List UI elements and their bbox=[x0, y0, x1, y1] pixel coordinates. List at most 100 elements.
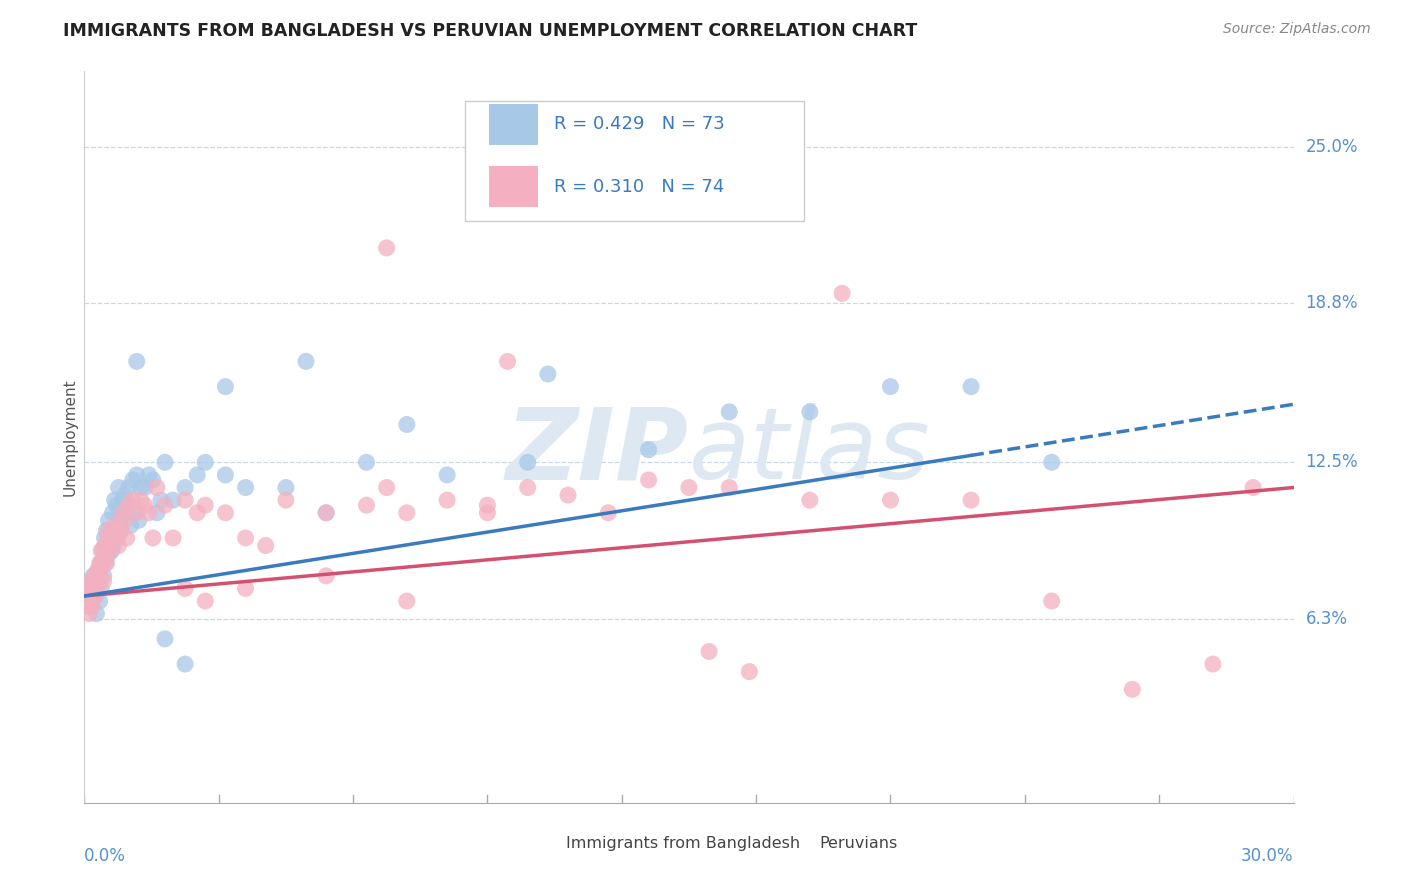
Point bbox=[104, 518, 127, 533]
Point bbox=[174, 657, 197, 671]
Point bbox=[104, 524, 127, 538]
Point bbox=[557, 488, 579, 502]
Point bbox=[960, 493, 983, 508]
Point bbox=[194, 498, 217, 512]
Point bbox=[96, 524, 118, 538]
Text: 30.0%: 30.0% bbox=[1241, 847, 1294, 864]
Point bbox=[516, 481, 538, 495]
Point bbox=[100, 543, 122, 558]
Point bbox=[375, 481, 398, 495]
Point bbox=[879, 493, 901, 508]
Point bbox=[799, 405, 821, 419]
Point bbox=[87, 574, 110, 588]
Point bbox=[83, 582, 105, 596]
Point bbox=[138, 467, 160, 482]
FancyBboxPatch shape bbox=[489, 167, 538, 207]
Point bbox=[235, 481, 257, 495]
Point bbox=[90, 582, 112, 596]
Point bbox=[80, 574, 103, 588]
Point bbox=[125, 467, 148, 482]
Point bbox=[254, 539, 277, 553]
Point bbox=[537, 367, 560, 381]
Point bbox=[162, 493, 184, 508]
Point bbox=[960, 379, 983, 393]
Point bbox=[129, 493, 152, 508]
Point bbox=[799, 493, 821, 508]
Point bbox=[93, 574, 115, 588]
Point bbox=[718, 405, 741, 419]
Point bbox=[94, 556, 117, 570]
Point bbox=[112, 506, 135, 520]
Text: 0.0%: 0.0% bbox=[84, 847, 127, 864]
Point bbox=[395, 594, 418, 608]
Point bbox=[142, 473, 165, 487]
Point bbox=[93, 539, 115, 553]
Point bbox=[89, 556, 111, 570]
Point bbox=[637, 442, 659, 457]
Point bbox=[115, 531, 138, 545]
Point bbox=[89, 556, 111, 570]
Point bbox=[91, 556, 114, 570]
Point bbox=[356, 455, 378, 469]
Point bbox=[214, 467, 236, 482]
Point bbox=[82, 586, 104, 600]
Point bbox=[76, 594, 98, 608]
FancyBboxPatch shape bbox=[465, 101, 804, 221]
Point bbox=[831, 286, 853, 301]
Point bbox=[86, 564, 108, 578]
Point bbox=[637, 473, 659, 487]
Point bbox=[104, 493, 127, 508]
Point bbox=[107, 539, 129, 553]
Point bbox=[107, 481, 129, 495]
Point bbox=[477, 506, 499, 520]
Point bbox=[118, 481, 141, 495]
Point bbox=[75, 594, 97, 608]
Point bbox=[97, 531, 120, 545]
Point bbox=[142, 531, 165, 545]
Point bbox=[1040, 594, 1063, 608]
Point bbox=[82, 582, 104, 596]
Point bbox=[97, 549, 120, 563]
Point bbox=[235, 582, 257, 596]
Point bbox=[134, 498, 156, 512]
Point bbox=[86, 607, 108, 621]
Text: R = 0.429   N = 73: R = 0.429 N = 73 bbox=[554, 115, 724, 134]
Point bbox=[274, 493, 297, 508]
Point bbox=[174, 481, 197, 495]
Point bbox=[77, 582, 100, 596]
Point bbox=[93, 569, 115, 583]
Point bbox=[118, 498, 141, 512]
Point bbox=[274, 481, 297, 495]
Point bbox=[111, 506, 134, 520]
Y-axis label: Unemployment: Unemployment bbox=[62, 378, 77, 496]
Point bbox=[153, 455, 176, 469]
Point bbox=[108, 513, 131, 527]
Text: IMMIGRANTS FROM BANGLADESH VS PERUVIAN UNEMPLOYMENT CORRELATION CHART: IMMIGRANTS FROM BANGLADESH VS PERUVIAN U… bbox=[63, 22, 918, 40]
FancyBboxPatch shape bbox=[489, 104, 538, 145]
Text: Peruvians: Peruvians bbox=[820, 837, 898, 851]
Point bbox=[110, 524, 132, 538]
Point bbox=[101, 531, 124, 545]
Text: atlas: atlas bbox=[689, 403, 931, 500]
Text: 12.5%: 12.5% bbox=[1306, 453, 1358, 471]
Point bbox=[598, 506, 620, 520]
Point bbox=[114, 488, 136, 502]
Point bbox=[395, 417, 418, 432]
Point bbox=[82, 569, 104, 583]
Point bbox=[315, 506, 337, 520]
Point bbox=[697, 644, 720, 658]
Point bbox=[86, 582, 108, 596]
Point bbox=[89, 594, 111, 608]
Point bbox=[436, 493, 458, 508]
Point bbox=[77, 607, 100, 621]
Text: 25.0%: 25.0% bbox=[1306, 138, 1358, 156]
Point bbox=[146, 506, 169, 520]
Point bbox=[174, 582, 197, 596]
Point bbox=[125, 354, 148, 368]
Point bbox=[89, 569, 111, 583]
Point bbox=[194, 594, 217, 608]
Point bbox=[115, 498, 138, 512]
Text: R = 0.310   N = 74: R = 0.310 N = 74 bbox=[554, 178, 724, 195]
Point bbox=[100, 531, 122, 545]
Point bbox=[93, 531, 115, 545]
